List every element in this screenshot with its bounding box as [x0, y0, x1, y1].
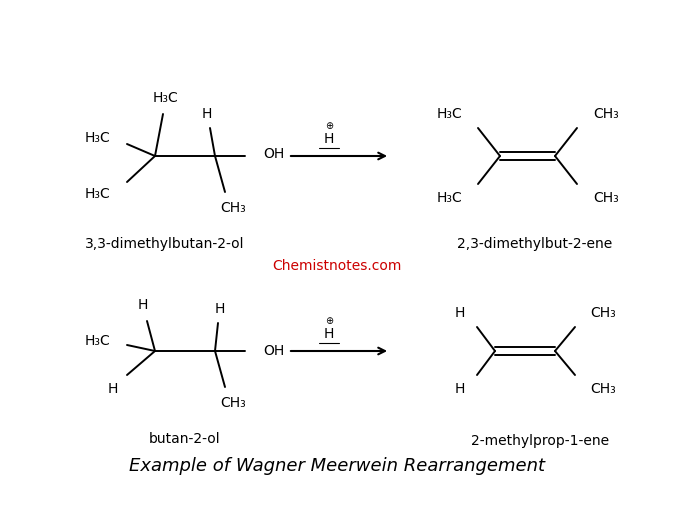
Text: H₃C: H₃C — [84, 131, 110, 145]
Text: CH₃: CH₃ — [593, 107, 619, 121]
Text: Example of Wagner Meerwein Rearrangement: Example of Wagner Meerwein Rearrangement — [129, 457, 545, 475]
Text: H: H — [455, 306, 465, 320]
Text: CH₃: CH₃ — [590, 306, 616, 320]
Text: H: H — [137, 298, 148, 312]
Text: OH: OH — [263, 344, 284, 358]
Text: H₃C: H₃C — [84, 334, 110, 348]
Text: CH₃: CH₃ — [590, 382, 616, 396]
Text: OH: OH — [263, 147, 284, 161]
Text: ⊕: ⊕ — [325, 121, 333, 131]
Text: Chemistnotes.com: Chemistnotes.com — [272, 259, 402, 273]
Text: CH₃: CH₃ — [220, 201, 246, 215]
Text: H₃C: H₃C — [436, 191, 462, 205]
Text: H: H — [455, 382, 465, 396]
Text: H: H — [215, 302, 225, 316]
Text: H₃C: H₃C — [436, 107, 462, 121]
Text: H: H — [202, 107, 212, 121]
Text: 3,3-dimethylbutan-2-ol: 3,3-dimethylbutan-2-ol — [85, 237, 245, 251]
Text: CH₃: CH₃ — [593, 191, 619, 205]
Text: H₃C: H₃C — [84, 187, 110, 201]
Text: 2-methylprop-1-ene: 2-methylprop-1-ene — [471, 434, 609, 448]
Text: H: H — [108, 382, 118, 396]
Text: H: H — [324, 327, 334, 341]
Text: H: H — [324, 132, 334, 146]
Text: H₃C: H₃C — [152, 91, 178, 105]
Text: butan-2-ol: butan-2-ol — [149, 432, 221, 446]
Text: 2,3-dimethylbut-2-ene: 2,3-dimethylbut-2-ene — [458, 237, 613, 251]
Text: CH₃: CH₃ — [220, 396, 246, 410]
Text: ⊕: ⊕ — [325, 316, 333, 326]
